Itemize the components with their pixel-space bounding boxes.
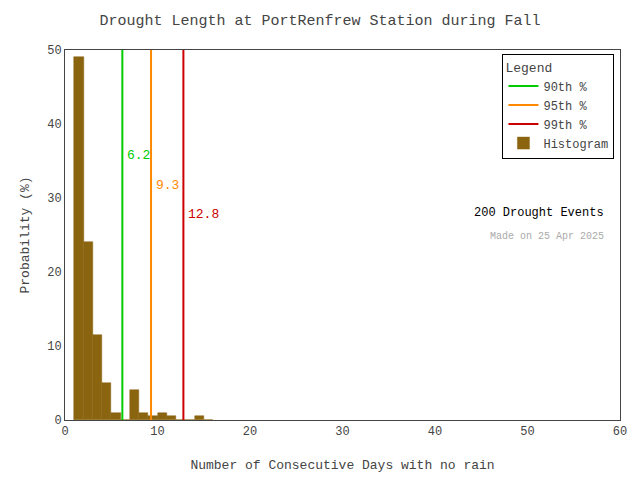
svg-text:0: 0 [54, 414, 61, 428]
svg-text:6.2: 6.2 [127, 148, 150, 163]
svg-text:90th %: 90th % [543, 81, 587, 95]
svg-text:Histogram: Histogram [543, 138, 608, 152]
svg-text:0: 0 [61, 425, 68, 439]
svg-text:40: 40 [47, 118, 61, 132]
svg-text:60: 60 [613, 425, 627, 439]
svg-text:12.8: 12.8 [188, 207, 219, 222]
svg-text:Made on 25 Apr 2025: Made on 25 Apr 2025 [490, 231, 604, 242]
svg-text:40: 40 [428, 425, 442, 439]
svg-text:200 Drought Events: 200 Drought Events [474, 206, 604, 220]
svg-text:9.3: 9.3 [156, 178, 179, 193]
svg-text:20: 20 [243, 425, 257, 439]
svg-text:Probability (%): Probability (%) [18, 176, 33, 293]
svg-text:Number of Consecutive Days wit: Number of Consecutive Days with no rain [190, 458, 494, 473]
svg-text:Legend: Legend [505, 61, 552, 76]
svg-text:Drought Length at PortRenfrew: Drought Length at PortRenfrew Station du… [99, 13, 540, 30]
svg-text:30: 30 [47, 192, 61, 206]
svg-text:50: 50 [520, 425, 534, 439]
svg-text:99th %: 99th % [543, 119, 587, 133]
svg-text:20: 20 [47, 266, 61, 280]
svg-text:10: 10 [150, 425, 164, 439]
svg-text:10: 10 [47, 340, 61, 354]
svg-text:30: 30 [335, 425, 349, 439]
svg-text:95th %: 95th % [543, 100, 587, 114]
svg-text:50: 50 [47, 44, 61, 58]
